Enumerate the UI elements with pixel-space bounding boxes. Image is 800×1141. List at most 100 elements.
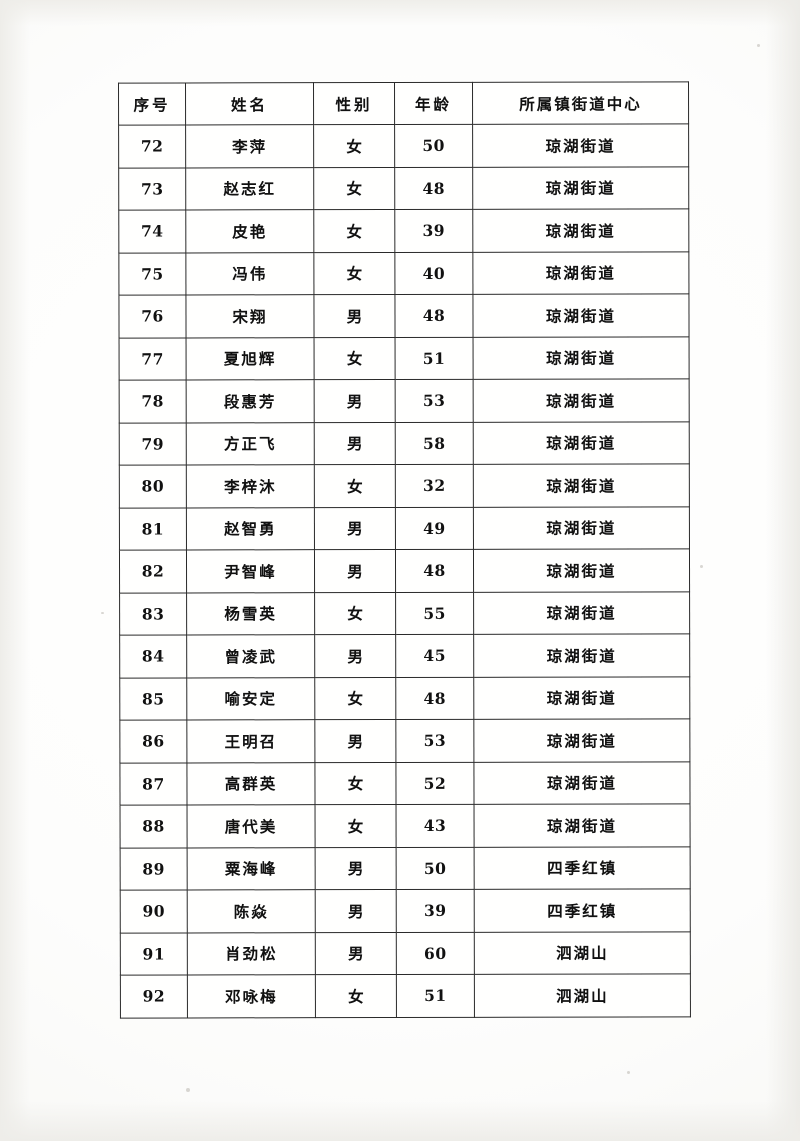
row-cell-gender: 男	[313, 294, 396, 338]
row-cell-center: 琼湖街道	[474, 803, 691, 847]
table-row: 79 方正飞男 58 琼湖街道	[119, 421, 690, 466]
row-cell-gender: 女	[313, 252, 395, 295]
row-cell-gender: 男	[315, 889, 397, 933]
row-cell-age: 51	[395, 336, 474, 380]
table-row: 84 曾凌武男 45 琼湖街道	[119, 633, 690, 678]
row-cell-no: 80	[119, 464, 187, 508]
row-cell-age: 53	[395, 719, 474, 763]
row-cell-center: 琼湖街道	[472, 123, 689, 167]
row-cell-center: 琼湖街道	[473, 421, 690, 465]
table-header: 序号 姓名 性别 年龄 所属镇街道中心	[118, 81, 689, 126]
row-cell-center: 琼湖街道	[473, 506, 690, 550]
table-row: 74 皮艳女 39 琼湖街道	[118, 208, 689, 253]
row-cell-no: 88	[120, 804, 188, 848]
row-cell-gender: 男	[314, 719, 396, 763]
row-cell-no: 83	[119, 592, 187, 636]
row-cell-name: 曾凌武	[186, 634, 315, 678]
row-cell-no: 74	[118, 209, 186, 253]
row-cell-no: 90	[120, 889, 188, 933]
row-cell-name: 喻安定	[186, 677, 315, 720]
row-cell-name: 王明召	[186, 719, 315, 763]
table-row: 73 赵志红女 48 琼湖街道	[118, 166, 689, 211]
table-row: 76 宋翔男 48 琼湖街道	[118, 293, 690, 338]
table-row: 92 邓咏梅女 51 泗湖山	[120, 973, 691, 1018]
table-row: 81 赵智勇男 49 琼湖街道	[119, 506, 690, 551]
table-header-row: 序号 姓名 性别 年龄 所属镇街道中心	[118, 81, 689, 126]
row-cell-gender: 女	[314, 337, 396, 380]
row-cell-no: 76	[118, 294, 187, 338]
row-cell-age: 58	[395, 421, 474, 465]
row-cell-age: 48	[394, 294, 474, 338]
row-cell-gender: 女	[314, 592, 396, 635]
page-edge-shading-left	[0, 0, 30, 1141]
scan-speck	[627, 1071, 630, 1074]
row-cell-gender: 男	[314, 549, 396, 593]
row-cell-center: 琼湖街道	[473, 676, 690, 720]
table-row: 86 王明召男 53 琼湖街道	[119, 718, 690, 763]
column-header-age: 年龄	[394, 82, 473, 125]
row-cell-name: 段惠芳	[186, 379, 315, 423]
row-cell-name: 李萍	[185, 124, 314, 168]
row-cell-no: 85	[119, 677, 187, 721]
row-cell-no: 87	[119, 762, 188, 806]
row-cell-center: 琼湖街道	[473, 591, 690, 635]
row-cell-center: 琼湖街道	[473, 463, 690, 507]
row-cell-gender: 女	[314, 677, 396, 720]
row-cell-center: 琼湖街道	[472, 251, 689, 295]
column-header-center: 所属镇街道中心	[472, 81, 689, 125]
row-cell-gender: 男	[314, 507, 396, 550]
table-row: 90 陈焱男 39 四季红镇	[120, 888, 691, 933]
page-edge-shading-top	[0, 0, 800, 26]
row-cell-name: 赵志红	[185, 167, 314, 210]
table-row: 77 夏旭辉女 51 琼湖街道	[119, 336, 690, 381]
row-cell-center: 琼湖街道	[473, 378, 690, 422]
row-cell-gender: 女	[313, 167, 395, 210]
row-cell-no: 79	[119, 422, 187, 466]
row-cell-age: 48	[395, 676, 474, 720]
row-cell-gender: 男	[314, 379, 396, 423]
row-cell-center: 四季红镇	[474, 888, 691, 932]
row-cell-gender: 女	[315, 974, 397, 1018]
row-cell-name: 赵智勇	[186, 507, 315, 550]
row-cell-age: 50	[394, 124, 473, 168]
column-header-name: 姓名	[185, 82, 314, 125]
row-cell-name: 高群英	[186, 762, 316, 805]
row-cell-age: 45	[395, 634, 474, 678]
row-cell-name: 冯伟	[185, 252, 314, 295]
row-cell-center: 琼湖街道	[472, 293, 690, 337]
scan-speck	[186, 1088, 190, 1092]
row-cell-gender: 女	[313, 124, 395, 168]
row-cell-center: 琼湖街道	[473, 718, 690, 762]
row-cell-age: 40	[394, 251, 473, 295]
row-cell-center: 泗湖山	[474, 931, 691, 975]
row-cell-name: 肖劲松	[187, 932, 316, 975]
row-cell-gender: 男	[315, 932, 397, 975]
table-row: 72 李萍女 50 琼湖街道	[118, 123, 689, 168]
row-cell-center: 琼湖街道	[473, 761, 691, 805]
row-cell-age: 52	[395, 761, 475, 805]
row-cell-center: 琼湖街道	[473, 633, 690, 677]
roster-table-container: 序号 姓名 性别 年龄 所属镇街道中心 72 李萍女 50 琼湖街道 73 赵志红女 48 琼…	[118, 81, 691, 1019]
table-row: 82 尹智峰男 48 琼湖街道	[119, 548, 690, 593]
row-cell-gender: 女	[314, 464, 396, 508]
row-cell-no: 91	[120, 932, 188, 976]
row-cell-no: 84	[119, 634, 187, 678]
row-cell-center: 四季红镇	[474, 846, 691, 890]
row-cell-no: 77	[119, 337, 187, 381]
row-cell-center: 琼湖街道	[472, 166, 689, 210]
row-cell-no: 92	[120, 974, 188, 1018]
row-cell-age: 48	[395, 549, 474, 593]
row-cell-no: 78	[119, 379, 187, 423]
row-cell-center: 泗湖山	[474, 973, 691, 1017]
table-row: 87 高群英女 52 琼湖街道	[119, 761, 691, 806]
row-cell-center: 琼湖街道	[473, 336, 690, 380]
row-cell-gender: 女	[315, 804, 397, 848]
row-cell-age: 51	[396, 974, 475, 1018]
row-cell-no: 73	[118, 167, 186, 211]
row-cell-no: 81	[119, 507, 187, 551]
table-row: 89 粟海峰男 50 四季红镇	[120, 846, 691, 891]
table-row: 88 唐代美女 43 琼湖街道	[120, 803, 691, 848]
row-cell-no: 89	[120, 847, 188, 891]
row-cell-name: 李梓沐	[186, 464, 315, 508]
row-cell-age: 32	[395, 464, 474, 508]
